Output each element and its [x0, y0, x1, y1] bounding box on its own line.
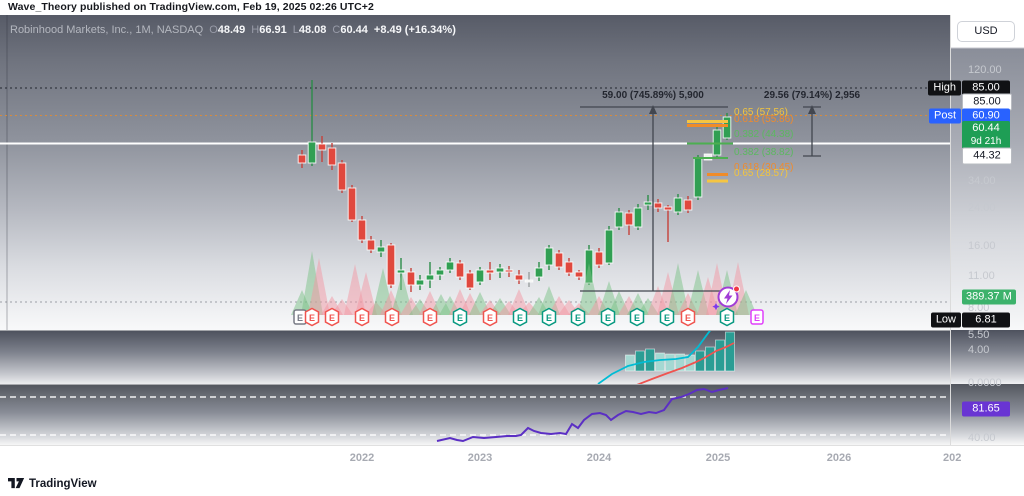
- time-axis-label: 2023: [467, 452, 493, 464]
- price-scale-band-main: [951, 15, 1024, 330]
- price-tick: 24.00: [968, 202, 996, 214]
- publish-header: Wave_Theory published on TradingView.com…: [0, 0, 1024, 15]
- price-label-chip: 60.90: [962, 108, 1010, 124]
- price-tick: 5.50: [968, 329, 990, 341]
- price-label-chip: 60.44 9d 21h: [962, 121, 1010, 149]
- tradingview-logo-icon: [8, 477, 25, 489]
- change-value: +8.49 (+16.34%): [373, 24, 456, 36]
- chart-pane-indicator[interactable]: [0, 330, 950, 385]
- chart-pane-main[interactable]: [0, 15, 950, 330]
- time-axis-label: 2025: [705, 452, 731, 464]
- ohlc-values: O48.49 H66.91 L48.08 C60.44: [203, 24, 368, 36]
- publish-info-text: Wave_Theory published on TradingView.com…: [8, 1, 374, 13]
- time-axis-label: 2026: [826, 452, 852, 464]
- tradingview-logo-text: TradingView: [29, 477, 97, 490]
- symbol-legend[interactable]: Robinhood Markets, Inc., 1M, NASDAQ O48.4…: [10, 24, 456, 36]
- price-tick: 40.00: [968, 432, 996, 444]
- price-label-prefix: Low: [930, 312, 961, 328]
- price-label-chip: 81.65: [962, 401, 1010, 417]
- price-tick: 11.00: [968, 270, 995, 282]
- price-label-chip: 389.37 M: [962, 289, 1016, 305]
- ohlc-item: O48.49: [209, 24, 246, 36]
- currency-button[interactable]: USD: [957, 21, 1015, 42]
- ohlc-item: C60.44: [332, 24, 368, 36]
- price-label-prefix: High: [928, 80, 961, 96]
- price-label-chip: 85.00: [962, 80, 1010, 96]
- price-tick: 120.00: [968, 64, 1002, 76]
- time-axis-label: 2022: [349, 452, 375, 464]
- price-scale-band-mid: [951, 330, 1024, 384]
- chart-pane-lower-indicator[interactable]: [0, 384, 950, 446]
- time-axis-label: 2024: [586, 452, 612, 464]
- price-tick: 16.00: [968, 240, 996, 252]
- price-scale[interactable]: 120.00 34.00 24.00 16.00 11.00 8.00 5.50 4.00 0.…: [928, 15, 1024, 445]
- price-label-chip: 6.81: [962, 312, 1010, 328]
- price-tick: 0.0000: [968, 377, 1002, 389]
- symbol-title: Robinhood Markets, Inc., 1M, NASDAQ: [10, 24, 204, 36]
- ohlc-item: L48.08: [292, 24, 327, 36]
- time-axis[interactable]: 2022 2023 2024 2025 2026 202: [0, 445, 1024, 471]
- price-tick: 4.00: [968, 344, 990, 356]
- tradingview-logo[interactable]: TradingView: [8, 477, 97, 490]
- time-axis-label: 202: [943, 452, 961, 464]
- price-tick: 34.00: [968, 175, 996, 187]
- footer-bar: TradingView: [0, 470, 1024, 496]
- ohlc-item: H66.91: [251, 24, 287, 36]
- price-label-prefix: Post: [928, 108, 961, 124]
- price-tick: 8.00: [968, 302, 990, 314]
- price-label-chip: 44.32: [962, 147, 1012, 165]
